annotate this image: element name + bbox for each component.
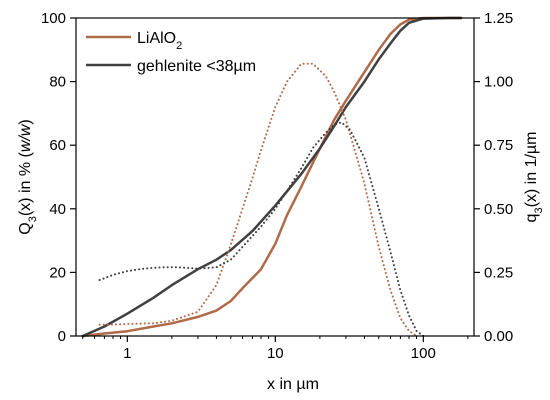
series-line-3 [98, 121, 425, 337]
x-tick-label-2: 100 [411, 345, 436, 362]
curves-layer [81, 16, 463, 338]
x-axis-title: x in µm [267, 376, 319, 393]
y2-tick-label-4: 1.00 [484, 74, 513, 91]
y-axis-title: Q3(x) in % (w/w) [17, 119, 39, 234]
y-axis-title-mid: (x) in % ( [17, 151, 34, 216]
y2-tick-label-0: 0.00 [484, 328, 513, 345]
x-tick-label-0: 1 [123, 345, 131, 362]
y-tick-label-5: 100 [41, 10, 66, 27]
y2-tick-label-3: 0.75 [484, 137, 513, 154]
y-tick-label-0: 0 [58, 328, 66, 345]
y2-tick-label-2: 0.50 [484, 201, 513, 218]
legend: LiAlO2 gehlenite <38µm [86, 30, 256, 75]
series-line-1 [81, 16, 463, 338]
y2-axis-title-sub: 3 [533, 207, 545, 213]
y2-axis-title-main: q [523, 214, 540, 223]
legend-label-liaio2: LiAlO2 [137, 30, 182, 52]
y2-tick-label-1: 0.25 [484, 264, 513, 281]
series-line-0 [81, 16, 463, 338]
ticks-layer: 1 10 100 0 20 40 60 80 100 0.00 0.25 0.50 0.75 1.00 1.… [41, 10, 513, 362]
y-tick-label-4: 80 [49, 74, 66, 91]
legend-label-gehlenite: gehlenite <38µm [137, 58, 256, 75]
y-axis-title-main: Q [17, 222, 34, 234]
y-tick-label-2: 40 [49, 201, 66, 218]
y-axis-title-italic: w/w [17, 123, 34, 152]
y2-axis-title: q3(x) in 1/µm [523, 132, 545, 223]
y-axis-title-sub: 3 [27, 216, 39, 222]
x-tick-label-1: 10 [267, 345, 284, 362]
y-axis-title-end: ) [17, 119, 34, 124]
y-tick-label-1: 20 [49, 264, 66, 281]
y2-tick-label-5: 1.25 [484, 10, 513, 27]
legend-label-liaio2-main: LiAlO [137, 30, 176, 47]
legend-label-liaio2-sub: 2 [176, 40, 182, 52]
plot-frame [75, 17, 475, 337]
y-tick-label-3: 60 [49, 137, 66, 154]
series-line-2 [98, 62, 418, 337]
y2-axis-title-end: (x) in 1/µm [523, 132, 540, 208]
